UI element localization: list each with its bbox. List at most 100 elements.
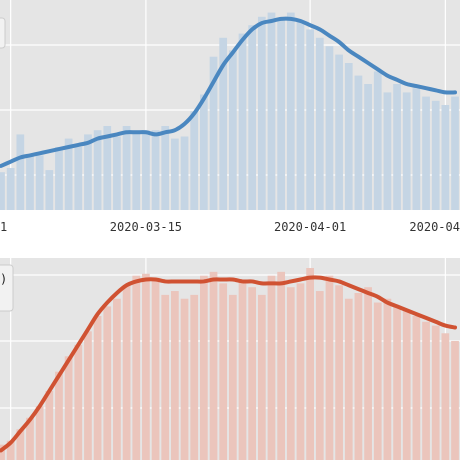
bar	[238, 279, 247, 460]
x-tick-label: 2020-04-	[409, 220, 460, 234]
bar	[364, 84, 372, 210]
bar	[402, 310, 411, 460]
bar	[171, 138, 179, 210]
bar	[257, 294, 266, 460]
x-tick-label: 1	[0, 220, 7, 234]
top-bars	[0, 12, 459, 211]
bar	[373, 302, 382, 460]
bar	[132, 275, 141, 460]
bar	[228, 294, 237, 460]
bar	[103, 306, 112, 460]
bar	[35, 406, 44, 460]
bar	[0, 172, 5, 210]
bar	[412, 88, 421, 210]
bar	[335, 285, 343, 460]
bar	[422, 96, 430, 210]
bottom-smoothed-line	[0, 275, 458, 453]
bar	[113, 136, 121, 210]
bar	[296, 283, 305, 460]
x-tick-label: 2020-03-15	[110, 220, 182, 234]
bar	[209, 271, 218, 460]
bar	[441, 333, 450, 460]
bar	[412, 316, 421, 460]
bar	[180, 298, 189, 460]
bar	[161, 126, 170, 210]
bar	[190, 294, 199, 460]
bar	[26, 417, 34, 460]
top-smoothed-line	[0, 16, 458, 168]
bar	[344, 63, 353, 210]
bottom-bars	[0, 268, 459, 460]
bottom-legend-label: )	[0, 272, 7, 286]
bottom-legend-box	[0, 264, 14, 312]
bar	[344, 298, 353, 460]
bar	[431, 325, 440, 460]
bar	[55, 147, 63, 210]
bar	[6, 440, 15, 460]
bar	[286, 287, 295, 460]
bar	[74, 344, 83, 460]
bar	[219, 37, 228, 210]
bar	[171, 291, 179, 460]
bar	[267, 275, 276, 460]
bar	[402, 92, 411, 210]
bar	[277, 271, 286, 460]
bar	[325, 275, 334, 460]
bar	[354, 75, 363, 210]
bar	[373, 71, 382, 211]
bar	[45, 170, 54, 210]
bar	[26, 155, 34, 210]
x-tick-label: 2020-04-01	[274, 220, 346, 234]
bar	[422, 321, 430, 460]
bar	[151, 277, 160, 460]
bar	[84, 331, 92, 460]
bar	[180, 136, 189, 210]
bar	[335, 54, 343, 210]
bar	[35, 155, 44, 210]
bar	[267, 12, 276, 210]
bar	[103, 126, 112, 210]
x-axis-tick-labels: 1 2020-03-15 2020-04-01 2020-04-	[0, 220, 460, 234]
top-chart-panel	[0, 0, 460, 220]
bar	[132, 130, 141, 210]
bar	[325, 46, 334, 211]
bar	[45, 390, 54, 460]
bar	[6, 168, 15, 210]
bar	[248, 25, 257, 211]
bar	[383, 92, 392, 210]
bar	[122, 285, 131, 460]
bar	[306, 29, 314, 211]
bar	[55, 371, 63, 460]
bar	[238, 33, 247, 210]
bar	[161, 294, 170, 460]
bar	[64, 356, 73, 460]
bar	[393, 306, 401, 460]
bar	[16, 429, 25, 460]
bar	[354, 292, 363, 460]
bar	[209, 56, 218, 211]
bar	[93, 316, 102, 460]
bar	[257, 16, 266, 210]
bar	[315, 37, 324, 210]
bar	[0, 444, 5, 460]
bar	[122, 126, 131, 210]
bar	[306, 268, 314, 460]
bar	[277, 18, 286, 211]
bar	[451, 96, 459, 210]
bar	[315, 291, 324, 460]
bar	[393, 84, 401, 210]
bottom-chart-panel: )	[0, 258, 460, 460]
bar	[228, 50, 237, 211]
top-legend-box	[0, 17, 6, 49]
bar	[64, 138, 73, 210]
bar	[16, 134, 25, 210]
bar	[74, 147, 83, 210]
bar	[286, 12, 295, 210]
bar	[190, 111, 199, 210]
bar	[451, 340, 459, 460]
bar	[113, 298, 121, 460]
bar	[431, 100, 440, 210]
bar	[200, 94, 208, 210]
bar	[142, 130, 150, 210]
